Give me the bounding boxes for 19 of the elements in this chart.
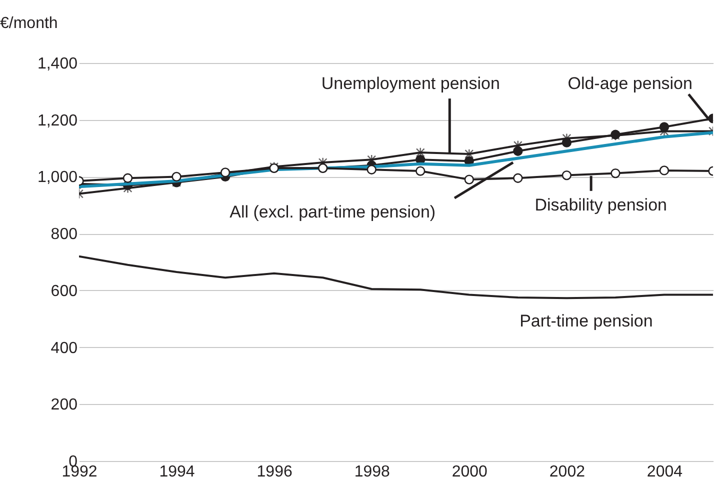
y-tick-label: 1,400: [37, 56, 78, 72]
x-tick-label: 2004: [646, 464, 683, 480]
legend-label: Disability pension: [534, 196, 667, 215]
y-tick-label: 1,000: [37, 169, 78, 186]
series-label: Old-age pension: [568, 74, 692, 94]
series-label: All (excl. part-time pension): [230, 202, 436, 222]
x-tick-label: 1994: [159, 464, 195, 480]
text: Unemployment pension: [321, 74, 500, 94]
x-tick-label: 2000: [452, 464, 488, 480]
y-tick-label: 600: [50, 282, 78, 300]
y-tick-label: 800: [50, 226, 78, 244]
x-tick-label: 1996: [256, 464, 292, 480]
x-tick-label: 1998: [354, 464, 390, 480]
y-tick-label: 1,200: [37, 112, 78, 130]
y-tick-label: 200: [50, 396, 78, 414]
y-tick-label: 400: [50, 340, 78, 357]
y-axis-title: €/month: [0, 15, 58, 32]
series-label: Part-time pension: [520, 311, 653, 330]
x-tick-label: 2002: [549, 464, 586, 480]
